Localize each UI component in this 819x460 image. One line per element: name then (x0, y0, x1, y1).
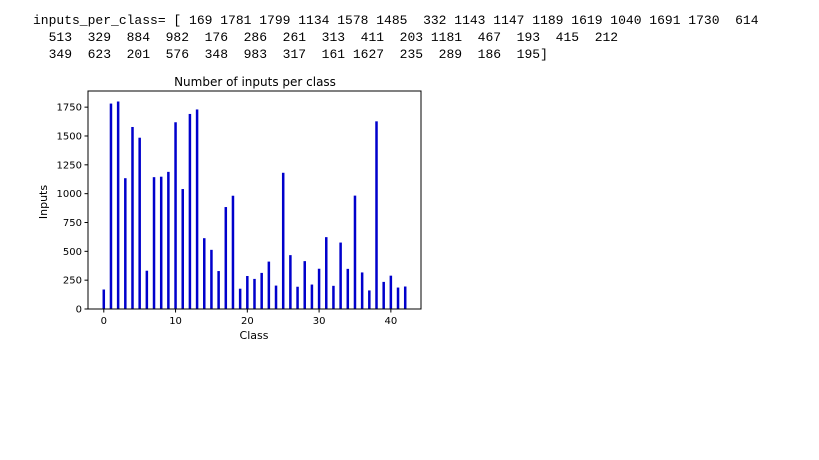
bar-class-36 (360, 272, 364, 309)
bar-class-20 (246, 276, 249, 309)
bar-class-28 (303, 261, 306, 309)
bar-class-9 (167, 171, 170, 309)
bar-class-25 (281, 172, 285, 309)
y-tick-label: 1500 (57, 131, 82, 142)
bar-class-15 (210, 249, 213, 309)
bar-class-17 (224, 207, 228, 309)
bar-class-10 (174, 122, 177, 309)
y-tick-label: 1000 (57, 189, 82, 200)
x-axis-label: Class (240, 329, 269, 342)
x-tick-label: 30 (313, 316, 326, 327)
bar-class-42 (403, 286, 407, 309)
bar-class-0 (102, 289, 106, 309)
cell-output: inputs_per_class= [ 169 1781 1799 1134 1… (33, 12, 759, 63)
x-tick-label: 10 (169, 316, 182, 327)
bar-class-12 (188, 113, 192, 309)
bar-class-22 (260, 272, 263, 309)
bar-class-1 (109, 103, 113, 309)
y-tick-label: 1750 (57, 103, 82, 114)
bar-class-40 (389, 275, 393, 309)
bar-class-13 (195, 109, 199, 310)
bar-class-32 (332, 285, 335, 309)
y-axis-label: Inputs (37, 185, 50, 219)
bar-class-30 (317, 268, 321, 309)
output-line-2: 513 329 884 982 176 286 261 313 411 203 … (33, 30, 619, 45)
x-tick-label: 20 (241, 316, 254, 327)
bar-class-7 (152, 177, 156, 309)
chart-title: Number of inputs per class (174, 75, 336, 89)
bar-class-31 (325, 237, 328, 309)
output-line-3: 349 623 201 576 348 983 317 161 1627 235… (33, 47, 548, 62)
bar-class-26 (289, 255, 292, 309)
bar-class-6 (145, 270, 149, 309)
x-axis-ticks: 0 10 20 30 40 (101, 309, 397, 327)
bar-class-33 (339, 242, 342, 309)
bars-group (102, 101, 407, 310)
y-tick-label: 1250 (57, 160, 82, 171)
bar-class-2 (116, 101, 120, 309)
bar-class-37 (368, 290, 371, 309)
bar-class-34 (346, 268, 350, 309)
bar-class-38 (375, 121, 378, 309)
y-tick-label: 750 (63, 218, 82, 229)
output-line-1: inputs_per_class= [ 169 1781 1799 1134 1… (33, 13, 759, 28)
x-tick-label: 0 (101, 316, 107, 327)
bar-class-3 (124, 178, 127, 309)
bar-class-11 (181, 189, 184, 309)
bar-class-4 (131, 126, 134, 310)
bar-class-8 (159, 176, 163, 309)
bar-class-41 (396, 287, 400, 309)
x-tick-label: 40 (384, 316, 397, 327)
bar-class-29 (310, 284, 314, 309)
bar-class-35 (353, 195, 357, 309)
bar-class-27 (296, 286, 299, 309)
y-tick-label: 0 (76, 305, 82, 316)
y-axis-ticks: 0 250 500 750 1000 1250 1500 1750 (57, 103, 88, 316)
plot-frame (87, 90, 422, 310)
y-tick-label: 500 (63, 247, 82, 258)
bar-class-21 (253, 278, 256, 309)
bar-class-16 (217, 271, 220, 309)
bar-class-23 (267, 261, 271, 309)
y-tick-label: 250 (63, 276, 82, 287)
bar-class-5 (138, 137, 141, 309)
bar-class-14 (203, 238, 206, 309)
bar-class-19 (238, 288, 242, 309)
bar-class-24 (274, 285, 278, 309)
bar-class-39 (382, 281, 385, 309)
bar-class-18 (231, 195, 235, 309)
